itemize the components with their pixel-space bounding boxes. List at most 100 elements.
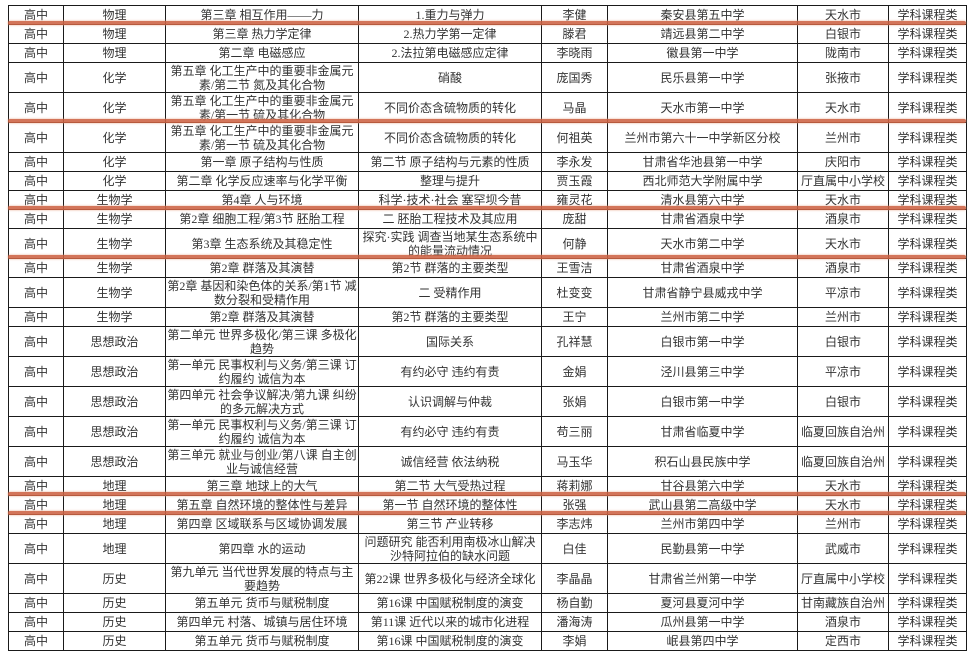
cell-subject: 地理 — [63, 533, 166, 564]
cell-lesson: 第三节 产业转移 — [358, 514, 542, 534]
cell-teacher: 庞甜 — [541, 209, 608, 229]
cell-teacher: 李志炜 — [541, 514, 608, 534]
cell-category: 学科课程类 — [888, 533, 967, 564]
cell-category: 学科课程类 — [888, 5, 967, 25]
cell-school: 西北师范大学附属中学 — [607, 171, 798, 191]
table-row: 高中 化学 第五章 化工生产中的重要非金属元素/第二节 氮及其化合物 硝酸 庞国秀 民乐县… — [8, 62, 967, 93]
cell-city: 酒泉市 — [797, 258, 889, 278]
cell-subject: 生物学 — [63, 277, 166, 308]
cell-chapter: 第2章 细胞工程/第3节 胚胎工程 — [165, 209, 359, 229]
cell-lesson: 第16课 中国赋税制度的演变 — [358, 631, 542, 651]
cell-chapter: 第三章 热力学定律 — [165, 24, 359, 44]
cell-school: 泾川县第三中学 — [607, 356, 798, 387]
cell-lesson: 第2节 群落的主要类型 — [358, 307, 542, 327]
cell-chapter: 第三单元 就业与创业/第八课 自主创业与诚信经营 — [165, 446, 359, 477]
cell-teacher: 滕君 — [541, 24, 608, 44]
cell-city: 陇南市 — [797, 43, 889, 63]
cell-level: 高中 — [8, 307, 64, 327]
cell-teacher: 李晶晶 — [541, 563, 608, 594]
cell-lesson: 诚信经营 依法纳税 — [358, 446, 542, 477]
cell-teacher: 张强 — [541, 495, 608, 515]
cell-level: 高中 — [8, 563, 64, 594]
cell-level: 高中 — [8, 416, 64, 447]
cell-teacher: 李永发 — [541, 152, 608, 172]
cell-subject: 思想政治 — [63, 416, 166, 447]
cell-category: 学科课程类 — [888, 563, 967, 594]
cell-subject: 化学 — [63, 92, 166, 123]
cell-lesson: 第2节 群落的主要类型 — [358, 258, 542, 278]
cell-chapter: 第五单元 货币与赋税制度 — [165, 593, 359, 613]
cell-level: 高中 — [8, 209, 64, 229]
cell-school: 民勤县第一中学 — [607, 533, 798, 564]
cell-city: 白银市 — [797, 24, 889, 44]
cell-school: 甘肃省华池县第一中学 — [607, 152, 798, 172]
cell-lesson: 第11课 近代以来的城市化进程 — [358, 612, 542, 632]
cell-level: 高中 — [8, 258, 64, 278]
table-body: 高中 物理 第三章 相互作用——力 1.重力与弹力 李健 秦安县第五中学 天水市 学科课程类高… — [8, 5, 967, 651]
cell-school: 兰州市第六十一中学新区分校 — [607, 122, 798, 153]
cell-category: 学科课程类 — [888, 277, 967, 308]
cell-school: 甘肃省酒泉中学 — [607, 258, 798, 278]
cell-subject: 地理 — [63, 476, 166, 496]
cell-chapter: 第二单元 世界多极化/第三课 多极化趋势 — [165, 326, 359, 357]
cell-teacher: 何静 — [541, 228, 608, 259]
cell-lesson: 二 胚胎工程技术及其应用 — [358, 209, 542, 229]
table-row: 高中 生物学 第3章 生态系统及其稳定性 探究·实践 调查当地某生态系统中的能量流动情… — [8, 228, 967, 259]
cell-category: 学科课程类 — [888, 190, 967, 210]
cell-chapter: 第五单元 货币与赋税制度 — [165, 631, 359, 651]
cell-lesson: 1.重力与弹力 — [358, 5, 542, 25]
cell-subject: 化学 — [63, 62, 166, 93]
cell-city: 天水市 — [797, 495, 889, 515]
cell-school: 秦安县第五中学 — [607, 5, 798, 25]
cell-subject: 思想政治 — [63, 356, 166, 387]
cell-lesson: 第16课 中国赋税制度的演变 — [358, 593, 542, 613]
table-row: 高中 地理 第四章 水的运动 问题研究 能否利用南极冰山解决沙特阿拉伯的缺水问题 白佳民… — [8, 533, 967, 564]
cell-school: 白银市第一中学 — [607, 386, 798, 417]
table-row: 高中 历史 第九单元 当代世界发展的特点与主要趋势 第22课 世界多极化与经济全球化李… — [8, 563, 967, 594]
cell-level: 高中 — [8, 171, 64, 191]
cell-chapter: 第二章 电磁感应 — [165, 43, 359, 63]
cell-school: 兰州市第四中学 — [607, 514, 798, 534]
cell-school: 民乐县第一中学 — [607, 62, 798, 93]
cell-category: 学科课程类 — [888, 228, 967, 259]
cell-chapter: 第九单元 当代世界发展的特点与主要趋势 — [165, 563, 359, 594]
table-row: 高中 生物学 第2章 群落及其演替 第2节 群落的主要类型 王宁 兰州市第二中学 兰州市 学科… — [8, 307, 967, 327]
cell-subject: 化学 — [63, 152, 166, 172]
cell-level: 高中 — [8, 533, 64, 564]
cell-subject: 化学 — [63, 122, 166, 153]
cell-subject: 生物学 — [63, 258, 166, 278]
cell-level: 高中 — [8, 122, 64, 153]
cell-chapter: 第五章 自然环境的整体性与差异 — [165, 495, 359, 515]
table-row: 高中 生物学 第2章 群落及其演替 第2节 群落的主要类型 王雪洁 甘肃省酒泉中学 酒泉市学… — [8, 258, 967, 278]
cell-level: 高中 — [8, 495, 64, 515]
cell-chapter: 第五章 化工生产中的重要非金属元素/第一节 硫及其化合物 — [165, 92, 359, 123]
cell-level: 高中 — [8, 43, 64, 63]
cell-chapter: 第五章 化工生产中的重要非金属元素/第二节 氮及其化合物 — [165, 62, 359, 93]
cell-school: 夏河县夏河中学 — [607, 593, 798, 613]
cell-lesson: 第二节 原子结构与元素的性质 — [358, 152, 542, 172]
cell-city: 天水市 — [797, 228, 889, 259]
table-row: 高中 思想政治 第一单元 民事权利与义务/第三课 订约履约 诚信为本 有约必守 违约有… — [8, 356, 967, 387]
table-row: 高中 地理 第四章 区域联系与区域协调发展 第三节 产业转移 李志炜 兰州市第四中学 兰州市… — [8, 514, 967, 534]
cell-subject: 生物学 — [63, 209, 166, 229]
cell-level: 高中 — [8, 24, 64, 44]
cell-subject: 思想政治 — [63, 446, 166, 477]
cell-category: 学科课程类 — [888, 171, 967, 191]
cell-category: 学科课程类 — [888, 43, 967, 63]
cell-level: 高中 — [8, 5, 64, 25]
cell-school: 甘谷县第六中学 — [607, 476, 798, 496]
cell-teacher: 杨自勤 — [541, 593, 608, 613]
cell-city: 兰州市 — [797, 122, 889, 153]
cell-school: 兰州市第二中学 — [607, 307, 798, 327]
table-row: 高中 历史 第五单元 货币与赋税制度 第16课 中国赋税制度的演变 杨自勤 夏河县夏河中学… — [8, 593, 967, 613]
table-row: 高中 物理 第三章 热力学定律 2.热力学第一定律 滕君 靖远县第二中学 白银市 学科课程类 — [8, 24, 967, 44]
cell-level: 高中 — [8, 228, 64, 259]
cell-lesson: 整理与提升 — [358, 171, 542, 191]
cell-city: 张掖市 — [797, 62, 889, 93]
cell-category: 学科课程类 — [888, 152, 967, 172]
cell-subject: 物理 — [63, 5, 166, 25]
table-row: 高中 化学 第五章 化工生产中的重要非金属元素/第一节 硫及其化合物 不同价态含硫物质… — [8, 122, 967, 153]
cell-chapter: 第五章 化工生产中的重要非金属元素/第一节 硫及其化合物 — [165, 122, 359, 153]
cell-lesson: 第一节 自然环境的整体性 — [358, 495, 542, 515]
cell-school: 甘肃省酒泉中学 — [607, 209, 798, 229]
